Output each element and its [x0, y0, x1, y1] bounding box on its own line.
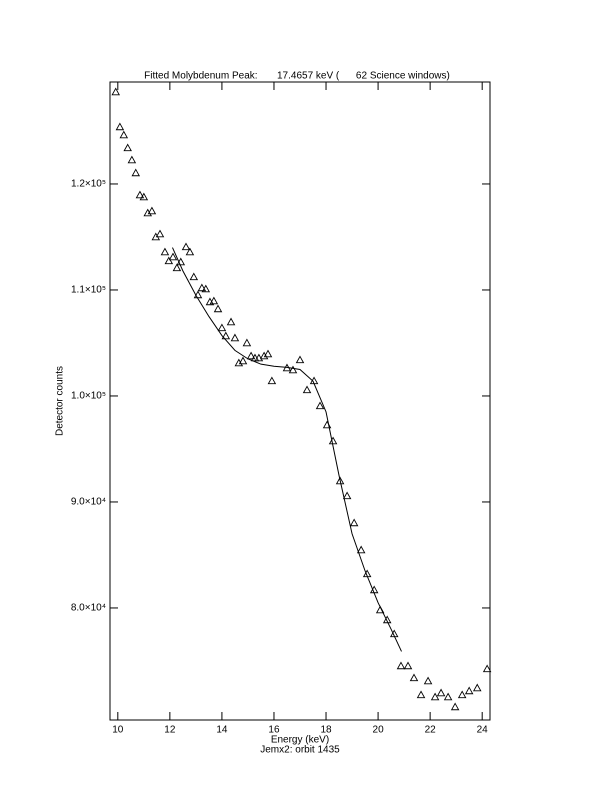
data-point: [217, 323, 227, 332]
data-point: [436, 688, 446, 697]
data-point: [119, 130, 129, 139]
x-tick-label: 20: [373, 725, 385, 736]
data-point: [181, 242, 191, 251]
data-point: [382, 615, 392, 624]
data-point: [172, 263, 182, 272]
data-point: [242, 338, 252, 347]
data-point: [267, 376, 277, 385]
chart-title: Fitted Molybdenum Peak: 17.4657 keV ( 62…: [144, 71, 450, 82]
data-point: [423, 676, 433, 685]
data-point: [197, 283, 207, 292]
x-tick-label: 22: [425, 725, 437, 736]
footer: Jemx2: orbit 1435: [260, 745, 340, 756]
data-point: [135, 190, 145, 199]
y-tick-label: 1.1×10⁵: [71, 285, 106, 296]
data-point: [409, 673, 419, 682]
data-point: [189, 272, 199, 281]
data-point: [403, 661, 413, 670]
data-point: [185, 247, 195, 256]
data-point: [209, 296, 219, 305]
data-point: [127, 155, 137, 164]
data-point: [131, 168, 141, 177]
data-point: [457, 690, 467, 699]
data-point: [295, 355, 305, 364]
data-point: [201, 284, 211, 293]
data-point: [335, 476, 345, 485]
data-point: [147, 206, 157, 215]
data-point: [430, 692, 440, 701]
data-point: [168, 252, 178, 261]
y-tick-label: 1.2×10⁵: [71, 179, 106, 190]
data-point: [356, 545, 366, 554]
x-tick-label: 24: [477, 725, 489, 736]
data-point: [123, 143, 132, 152]
data-point: [342, 491, 352, 500]
data-point: [288, 365, 298, 374]
fit-line: [172, 247, 402, 652]
data-point: [263, 349, 273, 358]
data-point: [349, 518, 359, 527]
data-point: [254, 353, 264, 362]
data-point: [139, 192, 149, 201]
y-tick-label: 8.0×10⁴: [71, 603, 106, 614]
data-point: [213, 304, 223, 313]
data-point: [238, 356, 248, 365]
x-tick-label: 10: [112, 725, 124, 736]
data-point: [160, 247, 170, 256]
y-axis-label: Detector counts: [55, 366, 66, 436]
data-point: [221, 331, 231, 340]
x-axis-label: Energy (keV): [271, 735, 329, 746]
x-tick-label: 14: [216, 725, 228, 736]
data-point: [226, 317, 236, 326]
x-tick-label: 12: [164, 725, 176, 736]
data-point: [416, 690, 426, 699]
data-point: [450, 702, 460, 711]
data-point: [315, 401, 325, 410]
x-tick-label: 16: [268, 725, 280, 736]
data-point: [302, 385, 312, 394]
data-point: [443, 692, 453, 701]
data-point: [396, 661, 406, 670]
data-point: [115, 122, 125, 131]
data-point: [111, 87, 120, 96]
plot-frame: [109, 81, 491, 721]
data-point: [230, 333, 240, 342]
y-tick-label: 9.0×10⁴: [71, 497, 106, 508]
data-point: [472, 683, 482, 692]
data-point: [259, 351, 269, 360]
data-point: [164, 256, 174, 265]
data-point: [155, 229, 165, 238]
data-point: [464, 686, 474, 695]
x-tick-label: 18: [320, 725, 332, 736]
data-point: [482, 664, 492, 673]
y-tick-label: 1.0×10⁵: [71, 391, 106, 402]
data-point: [246, 351, 256, 360]
